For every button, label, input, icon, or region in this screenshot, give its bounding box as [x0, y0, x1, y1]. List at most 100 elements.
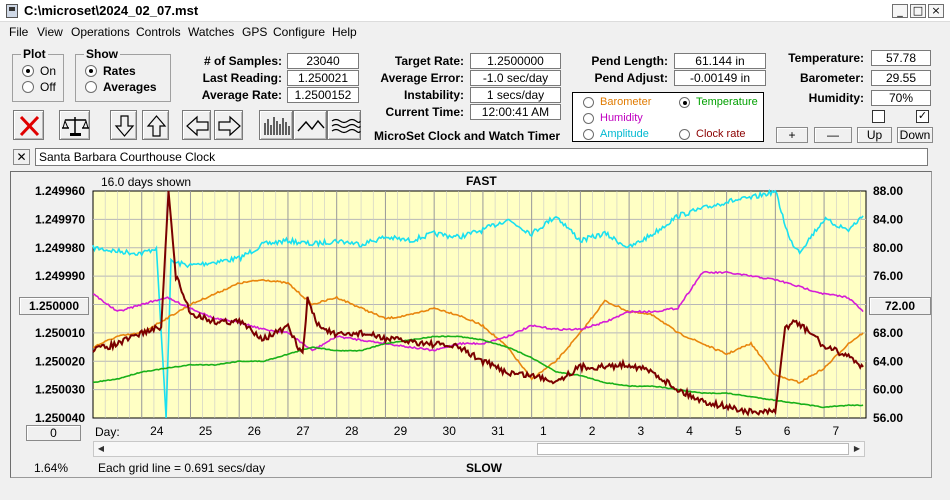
pend-length-label: Pend Length:: [591, 54, 668, 68]
menu-bar: File View Operations Controls Watches GP…: [0, 23, 950, 41]
menu-controls[interactable]: Controls: [136, 25, 181, 39]
left-arrow-button[interactable]: [182, 110, 211, 140]
histogram-icon: [264, 117, 290, 135]
scroll-thumb[interactable]: [537, 443, 849, 455]
series-option-barometer[interactable]: Barometer: [583, 96, 651, 108]
clock-description-field[interactable]: Santa Barbara Courthouse Clock: [35, 148, 928, 166]
y-left-tick-label: 1.250020: [35, 354, 85, 368]
plot-on-option[interactable]: On: [22, 64, 56, 78]
menu-view[interactable]: View: [37, 25, 63, 39]
series-label-humidity: Humidity: [600, 112, 643, 124]
up-button[interactable]: Up: [857, 127, 892, 143]
temperature-value: 57.78: [871, 50, 931, 66]
radio-empty-icon[interactable]: [679, 128, 690, 140]
down-arrow-button[interactable]: [110, 110, 137, 140]
series-option-humidity[interactable]: Humidity: [583, 112, 643, 124]
menu-configure[interactable]: Configure: [273, 25, 326, 39]
radio-selected-icon[interactable]: [85, 65, 97, 77]
x-tick-label: 24: [150, 424, 164, 438]
x-tick-label: 2: [589, 424, 596, 438]
last-reading-value: 1.250021: [287, 70, 359, 86]
series-option-amplitude[interactable]: Amplitude: [583, 128, 649, 140]
series-selector: Barometer Temperature Humidity Amplitude…: [572, 92, 764, 142]
show-averages-label: Averages: [103, 80, 157, 94]
show-rates-option[interactable]: Rates: [85, 64, 136, 78]
checkbox-1[interactable]: [872, 110, 885, 123]
line-view-button[interactable]: [293, 110, 327, 140]
series-option-clock-rate[interactable]: Clock rate: [679, 128, 746, 140]
y-right-tick-label: 60.00: [873, 383, 903, 397]
average-error-value: -1.0 sec/day: [470, 70, 561, 86]
center-temp-button[interactable]: 72.00: [869, 297, 931, 315]
samples-value: 23040: [287, 53, 359, 69]
checkbox-2[interactable]: ✓: [916, 110, 929, 123]
menu-help[interactable]: Help: [332, 25, 357, 39]
balance-button[interactable]: [59, 110, 90, 140]
close-window-button[interactable]: ×: [928, 4, 944, 18]
title-bar: C:\microset\2024_02_07.mst _ □ ×: [0, 0, 950, 22]
radio-selected-icon[interactable]: [22, 65, 34, 77]
temperature-label: Temperature:: [788, 51, 864, 65]
radio-empty-icon[interactable]: [583, 112, 594, 124]
radio-selected-icon[interactable]: [679, 96, 690, 108]
time-scrollbar[interactable]: ◀ ▶: [93, 441, 865, 457]
down-button[interactable]: Down: [897, 127, 933, 143]
window-title: C:\microset\2024_02_07.mst: [24, 3, 199, 18]
menu-gps[interactable]: GPS: [242, 25, 268, 39]
x-tick-label: 27: [296, 424, 310, 438]
clear-description-button[interactable]: ✕: [13, 149, 30, 165]
instability-label: Instability:: [403, 88, 464, 102]
y-right-tick-label: 80.00: [873, 241, 903, 255]
fast-label: FAST: [466, 174, 497, 188]
day-axis-label: Day:: [95, 425, 120, 439]
center-rate-button[interactable]: 1.250000: [19, 297, 89, 315]
y-right-tick-label: 88.00: [873, 184, 903, 198]
humidity-value: 70%: [871, 90, 931, 106]
scroll-right-icon[interactable]: ▶: [853, 444, 861, 453]
minus-button[interactable]: —: [814, 127, 852, 143]
menu-watches[interactable]: Watches: [188, 25, 235, 39]
radio-empty-icon[interactable]: [22, 81, 34, 93]
right-arrow-button[interactable]: [214, 110, 243, 140]
app-subtitle: MicroSet Clock and Watch Timer: [374, 129, 561, 143]
plot-off-option[interactable]: Off: [22, 80, 56, 94]
radio-empty-icon[interactable]: [583, 128, 594, 140]
maximize-button[interactable]: □: [910, 4, 926, 18]
line-graph-icon: [297, 119, 325, 132]
menu-operations[interactable]: Operations: [71, 25, 130, 39]
radio-empty-icon[interactable]: [85, 81, 97, 93]
y-right-tick-label: 68.00: [873, 326, 903, 340]
series-line-humidity: [92, 270, 864, 352]
x-tick-label: 28: [345, 424, 359, 438]
histogram-view-button[interactable]: [259, 110, 293, 140]
last-reading-label: Last Reading:: [202, 71, 282, 85]
pend-length-value: 61.144 in: [674, 53, 766, 69]
series-option-temperature[interactable]: Temperature: [679, 96, 758, 108]
humidity-label: Humidity:: [808, 91, 864, 105]
x-tick-label: 3: [637, 424, 644, 438]
grid-note: Each grid line = 0.691 secs/day: [98, 461, 266, 475]
series-line-barometer: [93, 278, 864, 384]
x-tick-label: 1: [540, 424, 547, 438]
series-line-clock-rate: [92, 190, 864, 417]
series-label-amplitude: Amplitude: [600, 128, 649, 140]
scroll-left-icon[interactable]: ◀: [97, 444, 105, 453]
show-averages-option[interactable]: Averages: [85, 80, 157, 94]
offset-button[interactable]: 0: [26, 425, 81, 441]
radio-empty-icon[interactable]: [583, 96, 594, 108]
target-rate-label: Target Rate:: [394, 54, 464, 68]
x-tick-label: 31: [491, 424, 505, 438]
up-arrow-button[interactable]: [142, 110, 169, 140]
x-tick-label: 29: [394, 424, 408, 438]
y-right-tick-label: 64.00: [873, 354, 903, 368]
average-rate-label: Average Rate:: [201, 88, 282, 102]
arrow-up-icon: [146, 115, 167, 137]
samples-label: # of Samples:: [203, 54, 282, 68]
wave-view-button[interactable]: [327, 110, 361, 140]
menu-file[interactable]: File: [9, 25, 29, 39]
minimize-button[interactable]: _: [892, 4, 908, 18]
stop-button[interactable]: [13, 110, 44, 140]
chart-series: [92, 188, 864, 419]
x-tick-label: 30: [443, 424, 457, 438]
plus-button[interactable]: +: [776, 127, 808, 143]
